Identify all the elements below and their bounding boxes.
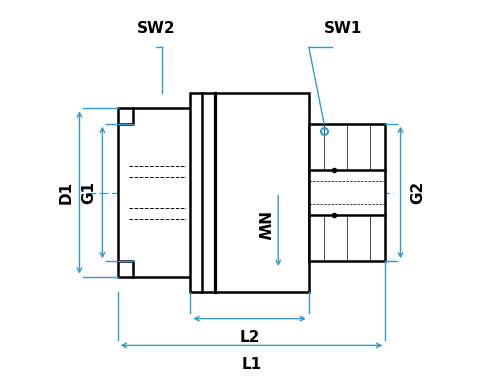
Text: NW: NW — [253, 212, 268, 242]
Text: SW1: SW1 — [324, 21, 362, 36]
Text: G1: G1 — [82, 181, 96, 204]
Bar — [190, 93, 309, 292]
Bar — [118, 109, 209, 276]
Bar — [309, 124, 385, 261]
Text: L2: L2 — [240, 330, 260, 345]
Text: D1: D1 — [59, 181, 74, 204]
Text: SW2: SW2 — [137, 21, 175, 36]
Text: G2: G2 — [410, 181, 425, 204]
Text: L1: L1 — [241, 357, 262, 372]
